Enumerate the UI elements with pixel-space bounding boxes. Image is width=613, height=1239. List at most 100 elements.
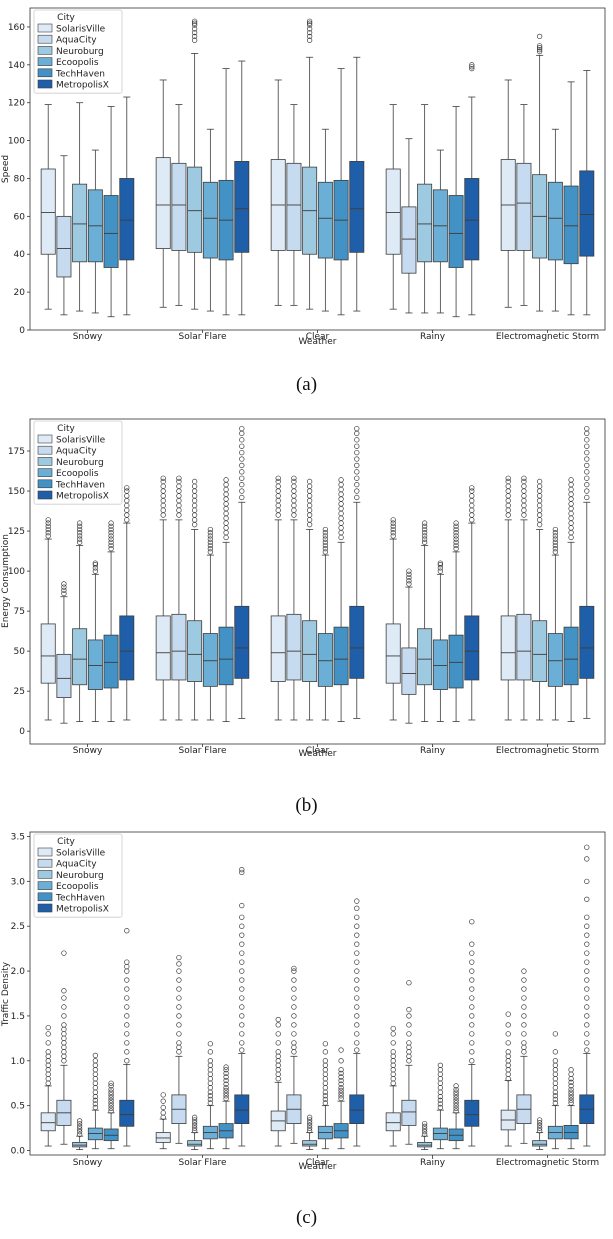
outlier-point [306,478,313,485]
iqr-box [202,633,218,687]
outlier-point [76,539,83,545]
outlier-point [469,959,475,965]
outlier-point [338,1070,344,1077]
box-ecoopolis-solar-flare [202,1041,218,1150]
outlier-point [421,1123,428,1129]
outlier-point [322,526,329,533]
outlier-point [584,923,590,929]
outlier-point [223,1095,229,1102]
outlier-point [406,571,412,577]
iqr-box [448,195,464,268]
x-tick-label: Electromagnetic Storm [496,746,599,756]
outlier-point [92,1104,99,1111]
legend-title: City [57,13,75,23]
outlier-point [239,941,245,947]
box-neuroburg-electromagnetic-storm [532,33,548,312]
outlier-point [354,914,360,920]
outlier-point [521,1031,527,1037]
outlier-point [322,542,329,549]
legend-label: Ecoopolis [56,469,99,479]
outlier-point [45,530,51,536]
iqr-box [40,1112,56,1132]
outlier-point [354,481,360,488]
legend-swatch [37,479,53,489]
outlier-point [354,443,360,449]
outlier-point [191,29,198,36]
outlier-point [584,977,590,983]
caption-c: (c) [295,1207,318,1228]
outlier-point [291,1031,297,1037]
outlier-point [207,530,214,536]
y-axis-label: Traffic Density [1,961,11,1027]
outlier-point [584,443,590,449]
outlier-point [469,1031,475,1037]
outlier-point [124,928,130,934]
outlier-point [207,526,214,533]
outlier-point [568,1067,574,1073]
outlier-point [239,449,245,456]
outlier-point [223,1074,229,1080]
outlier-point [76,1131,83,1138]
outlier-point [61,590,67,597]
outlier-point [223,1090,229,1096]
outlier-point [124,488,130,494]
box-aquacity-clear [286,475,302,721]
x-tick-label: Electromagnetic Storm [496,332,599,342]
outlier-point [338,1090,344,1096]
outlier-point [552,1093,559,1099]
outlier-point [207,533,214,539]
outlier-point [191,26,198,32]
outlier-point [176,995,182,1001]
x-tick-label: Snowy [73,1158,103,1168]
legend-label: AquaCity [56,860,97,870]
outlier-point [92,568,99,574]
outlier-point [406,581,412,587]
traffic-density-boxplot: 0.0 0.5 1.0 1.5 2.0 2.5 3.0 3.5 Snowy Solar Flare… [1,831,606,1172]
iqr-box [302,1140,318,1147]
outlier-point [453,523,459,529]
iqr-box [103,634,119,689]
outlier-point [239,443,245,449]
outlier-point [453,1105,459,1111]
outlier-point [322,1058,329,1064]
box-neuroburg-solar-flare [187,18,203,310]
outlier-point [469,1022,475,1028]
outlier-point [45,1049,51,1055]
box-techhaven-rainy [448,1083,464,1150]
legend-label: MetropolisX [56,81,109,91]
box-metropolisx-electromagnetic-storm [579,844,595,1147]
outlier-point [160,478,166,485]
iqr-box [563,626,579,686]
outlier-point [61,581,67,587]
outlier-point [108,1097,114,1103]
outlier-point [306,1125,313,1131]
outlier-point [469,977,475,983]
outlier-point [92,1101,99,1107]
box-techhaven-snowy [103,1080,119,1150]
iqr-box [286,162,302,251]
x-tick-label: Clear [306,332,330,342]
outlier-point [536,1120,543,1126]
y-tick-label: 100 [8,137,25,147]
legend-swatch [37,490,53,500]
legend-label: Ecoopolis [56,58,99,68]
iqr-box [432,639,448,690]
outlier-point [275,1016,281,1023]
outlier-point [453,1083,459,1089]
iqr-box [187,620,203,682]
outlier-point [354,898,360,904]
outlier-point [239,977,245,983]
outlier-point [406,1013,412,1019]
outlier-point [584,914,590,920]
box-metropolisx-snowy [119,928,135,1147]
outlier-point [568,1094,574,1101]
outlier-point [61,587,67,593]
iqr-box [103,195,119,268]
iqr-box [349,161,365,253]
y-tick-label: 0.5 [11,1102,25,1112]
box-aquacity-snowy [56,950,72,1145]
outlier-point [584,856,590,862]
outlier-point [239,1013,245,1019]
outlier-point [160,1092,166,1098]
outlier-point [521,1004,527,1010]
